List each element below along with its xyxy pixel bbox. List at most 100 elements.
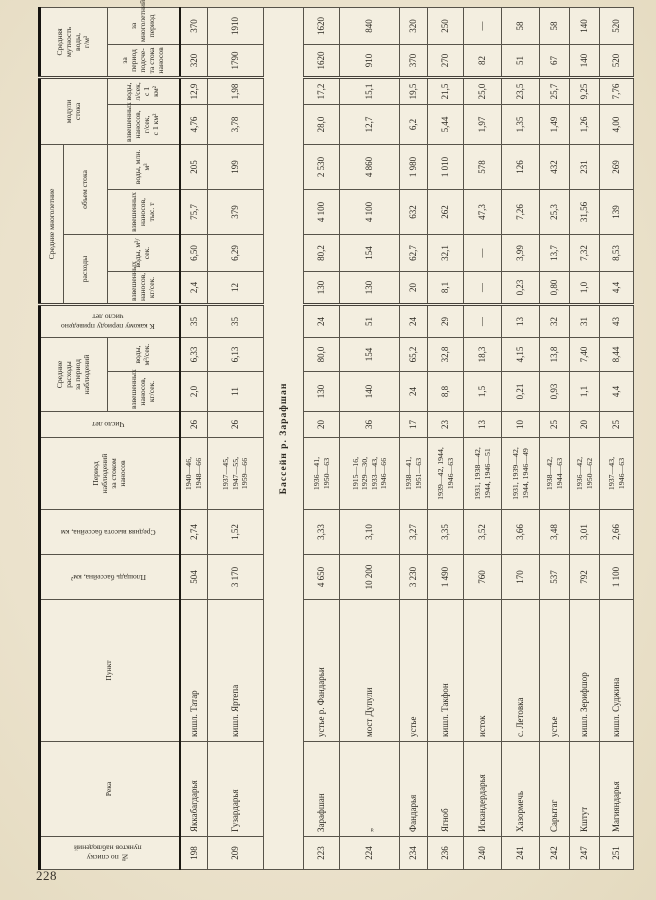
rotated-table-container: № по списку пунктов наблюдений Река Пунк… (38, 0, 634, 870)
value-cell: 25 (599, 411, 634, 438)
col-header-years-count-label: Число лет (92, 420, 125, 430)
value-cell: 1,98 (207, 77, 264, 105)
table-body: 198 Яккабагдарья кишл. Татар 504 2,74 1940—46… (179, 7, 634, 870)
value-cell: 58 (539, 7, 570, 45)
value-cell: 140 (339, 371, 400, 412)
point-cell: устье р. Фандарьи (303, 599, 340, 742)
value-cell: 6,29 (207, 234, 264, 272)
value-cell: 1936—41, 1950—63 (303, 437, 340, 510)
col-header-observed-water-discharge: воды, м³/сек. (107, 337, 180, 372)
value-cell: 1937—45, 1947—55, 1959—66 (207, 437, 264, 510)
value-cell: 8,53 (599, 234, 634, 272)
value-cell: 205 (179, 144, 208, 190)
value-cell: 1,1 (569, 371, 600, 412)
row-number-cell: 236 (427, 836, 464, 870)
value-cell: 4,4 (599, 271, 634, 305)
table-row: 247 Кштут кишл. Зерифшор 792 3,01 1936—42, 19… (569, 7, 600, 870)
value-cell: 4,4 (599, 371, 634, 412)
value-cell: 80,2 (303, 234, 340, 272)
value-cell: 4 650 (303, 554, 340, 600)
value-cell: 17,2 (303, 77, 340, 105)
value-cell: 154 (339, 234, 400, 272)
value-cell: 4 860 (339, 144, 400, 190)
value-cell: 1790 (207, 44, 264, 78)
point-cell: мост Дупули (339, 599, 400, 742)
value-cell: — (463, 304, 502, 338)
row-number-cell: 247 (569, 836, 600, 870)
value-cell: 1938—41, 1951—63 (399, 437, 428, 510)
value-cell: 24 (399, 304, 428, 338)
value-cell: 3 170 (207, 554, 264, 600)
point-cell: кишл. Такфон (427, 599, 464, 742)
river-cell: Кштут (569, 741, 600, 837)
col-header-reduced-period: К какому периоду приведено число лет (39, 304, 180, 338)
value-cell: 29 (427, 304, 464, 338)
row-number-cell: 224 (339, 836, 400, 870)
river-cell: Хазормечь (501, 741, 540, 837)
value-cell: 82 (463, 44, 502, 78)
value-cell: 1620 (303, 7, 340, 45)
value-cell: 1,49 (539, 104, 570, 145)
table-row: 236 Ягноб кишл. Такфон 1 490 3,35 1939—42, 19… (427, 7, 464, 870)
value-cell: — (463, 234, 502, 272)
group-header-runoff-moduli: модули стока (39, 77, 108, 145)
point-cell: кишл. Зерифшор (569, 599, 600, 742)
value-cell: 19,5 (399, 77, 428, 105)
group-header-longterm-means: Средние многолетние (39, 144, 64, 305)
value-cell: 18,3 (463, 337, 502, 372)
value-cell: 31,56 (569, 189, 600, 235)
value-cell: 17 (399, 411, 428, 438)
value-cell: 43 (599, 304, 634, 338)
value-cell: 35 (179, 304, 208, 338)
table-row: 209 Гузардарья кишл. Яртепа 3 170 1,52 1937—4… (207, 7, 264, 870)
value-cell: 3,48 (539, 509, 570, 555)
value-cell: 9,25 (569, 77, 600, 105)
value-cell: 13 (501, 304, 540, 338)
value-cell: 370 (399, 44, 428, 78)
point-cell: устье (539, 599, 570, 742)
col-header-observation-period: Период наблюдений за стоком наносов (39, 437, 180, 510)
value-cell: 2,74 (179, 509, 208, 555)
value-cell: 1938—42, 1944—63 (539, 437, 570, 510)
col-header-point: Пункт (39, 599, 180, 742)
value-cell: 760 (463, 554, 502, 600)
value-cell: 36 (339, 411, 400, 438)
value-cell: 320 (399, 7, 428, 45)
table-row: 241 Хазормечь с. Летовка 170 3,66 1931, 1939—… (501, 7, 540, 870)
value-cell: 1939—42, 1944, 1946—63 (427, 437, 464, 510)
col-header-number-label: № по списку пунктов наблюдений (74, 844, 143, 863)
value-cell: 231 (569, 144, 600, 190)
value-cell: 25 (539, 411, 570, 438)
value-cell: 4 100 (303, 189, 340, 235)
value-cell: 7,26 (501, 189, 540, 235)
river-cell: Сарытаг (539, 741, 570, 837)
value-cell: 8,8 (427, 371, 464, 412)
value-cell: 199 (207, 144, 264, 190)
value-cell: 13 (463, 411, 502, 438)
value-cell: 432 (539, 144, 570, 190)
value-cell: 1,0 (569, 271, 600, 305)
point-cell: кишл. Яртепа (207, 599, 264, 742)
value-cell: 23,5 (501, 77, 540, 105)
col-header-water-modulus: воды, л/сек, с 1 км² (107, 77, 180, 105)
value-cell: 2,4 (179, 271, 208, 305)
header-row-groups: № по списку пунктов наблюдений Река Пунк… (39, 7, 180, 870)
value-cell: 4 100 (339, 189, 400, 235)
value-cell: 1931, 1939—42, 1944, 1946—49 (501, 437, 540, 510)
col-header-turbidity-longterm: за многолетний период (107, 0, 180, 45)
table-row: 234 Фандарья устье 3 230 3,27 1938—41, 1951—6… (399, 7, 428, 870)
group-header-mean-observed-discharge: Средние расходы за период наблюдений (39, 337, 108, 412)
value-cell: 6,33 (179, 337, 208, 372)
value-cell: 379 (207, 189, 264, 235)
value-cell: 1937—43, 1946—63 (599, 437, 634, 510)
value-cell: 370 (179, 7, 208, 45)
value-cell: 58 (501, 7, 540, 45)
value-cell: 130 (303, 271, 340, 305)
value-cell: 24 (399, 371, 428, 412)
value-cell: 1620 (303, 44, 340, 78)
value-cell: 25,0 (463, 77, 502, 105)
col-header-mean-height-label: Средняя высота бассейна, км (60, 527, 156, 537)
row-number-cell: 240 (463, 836, 502, 870)
value-cell: 75,7 (179, 189, 208, 235)
value-cell: 910 (339, 44, 400, 78)
